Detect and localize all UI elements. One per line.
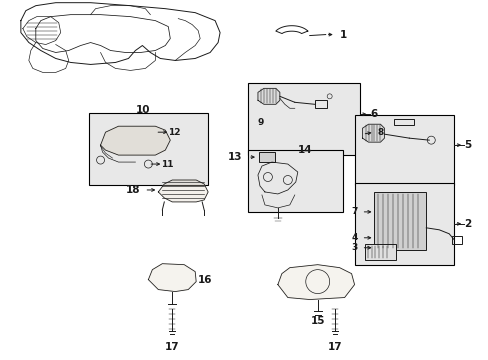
- Bar: [374, 192, 426, 250]
- Polygon shape: [258, 88, 279, 104]
- Text: 12: 12: [168, 128, 180, 137]
- Text: 14: 14: [297, 145, 311, 155]
- Text: 17: 17: [164, 342, 179, 352]
- Bar: [314, 100, 326, 108]
- Text: 5: 5: [464, 140, 471, 150]
- Text: 15: 15: [310, 316, 325, 327]
- Text: 6: 6: [370, 109, 377, 119]
- Polygon shape: [101, 126, 170, 155]
- Text: 9: 9: [258, 118, 264, 127]
- Text: 16: 16: [198, 275, 212, 285]
- Text: 11: 11: [161, 159, 173, 168]
- Text: 1: 1: [339, 30, 346, 40]
- Bar: [354, 183, 453, 265]
- Bar: [394, 119, 413, 125]
- Text: 2: 2: [464, 219, 471, 229]
- Text: 7: 7: [350, 207, 357, 216]
- Polygon shape: [148, 264, 196, 292]
- Bar: [259, 152, 274, 162]
- Bar: [247, 84, 359, 155]
- Bar: [354, 115, 453, 185]
- Text: 13: 13: [227, 152, 242, 162]
- Bar: [364, 244, 396, 260]
- Bar: [451, 236, 461, 244]
- Text: 17: 17: [326, 342, 341, 352]
- Text: 10: 10: [136, 105, 150, 115]
- Text: 8: 8: [377, 128, 383, 137]
- Polygon shape: [362, 124, 384, 142]
- Text: 18: 18: [125, 185, 140, 195]
- Polygon shape: [277, 265, 354, 300]
- Polygon shape: [158, 180, 208, 202]
- Text: 4: 4: [350, 233, 357, 242]
- Bar: [247, 150, 342, 212]
- Bar: [88, 113, 208, 185]
- Text: 3: 3: [350, 243, 357, 252]
